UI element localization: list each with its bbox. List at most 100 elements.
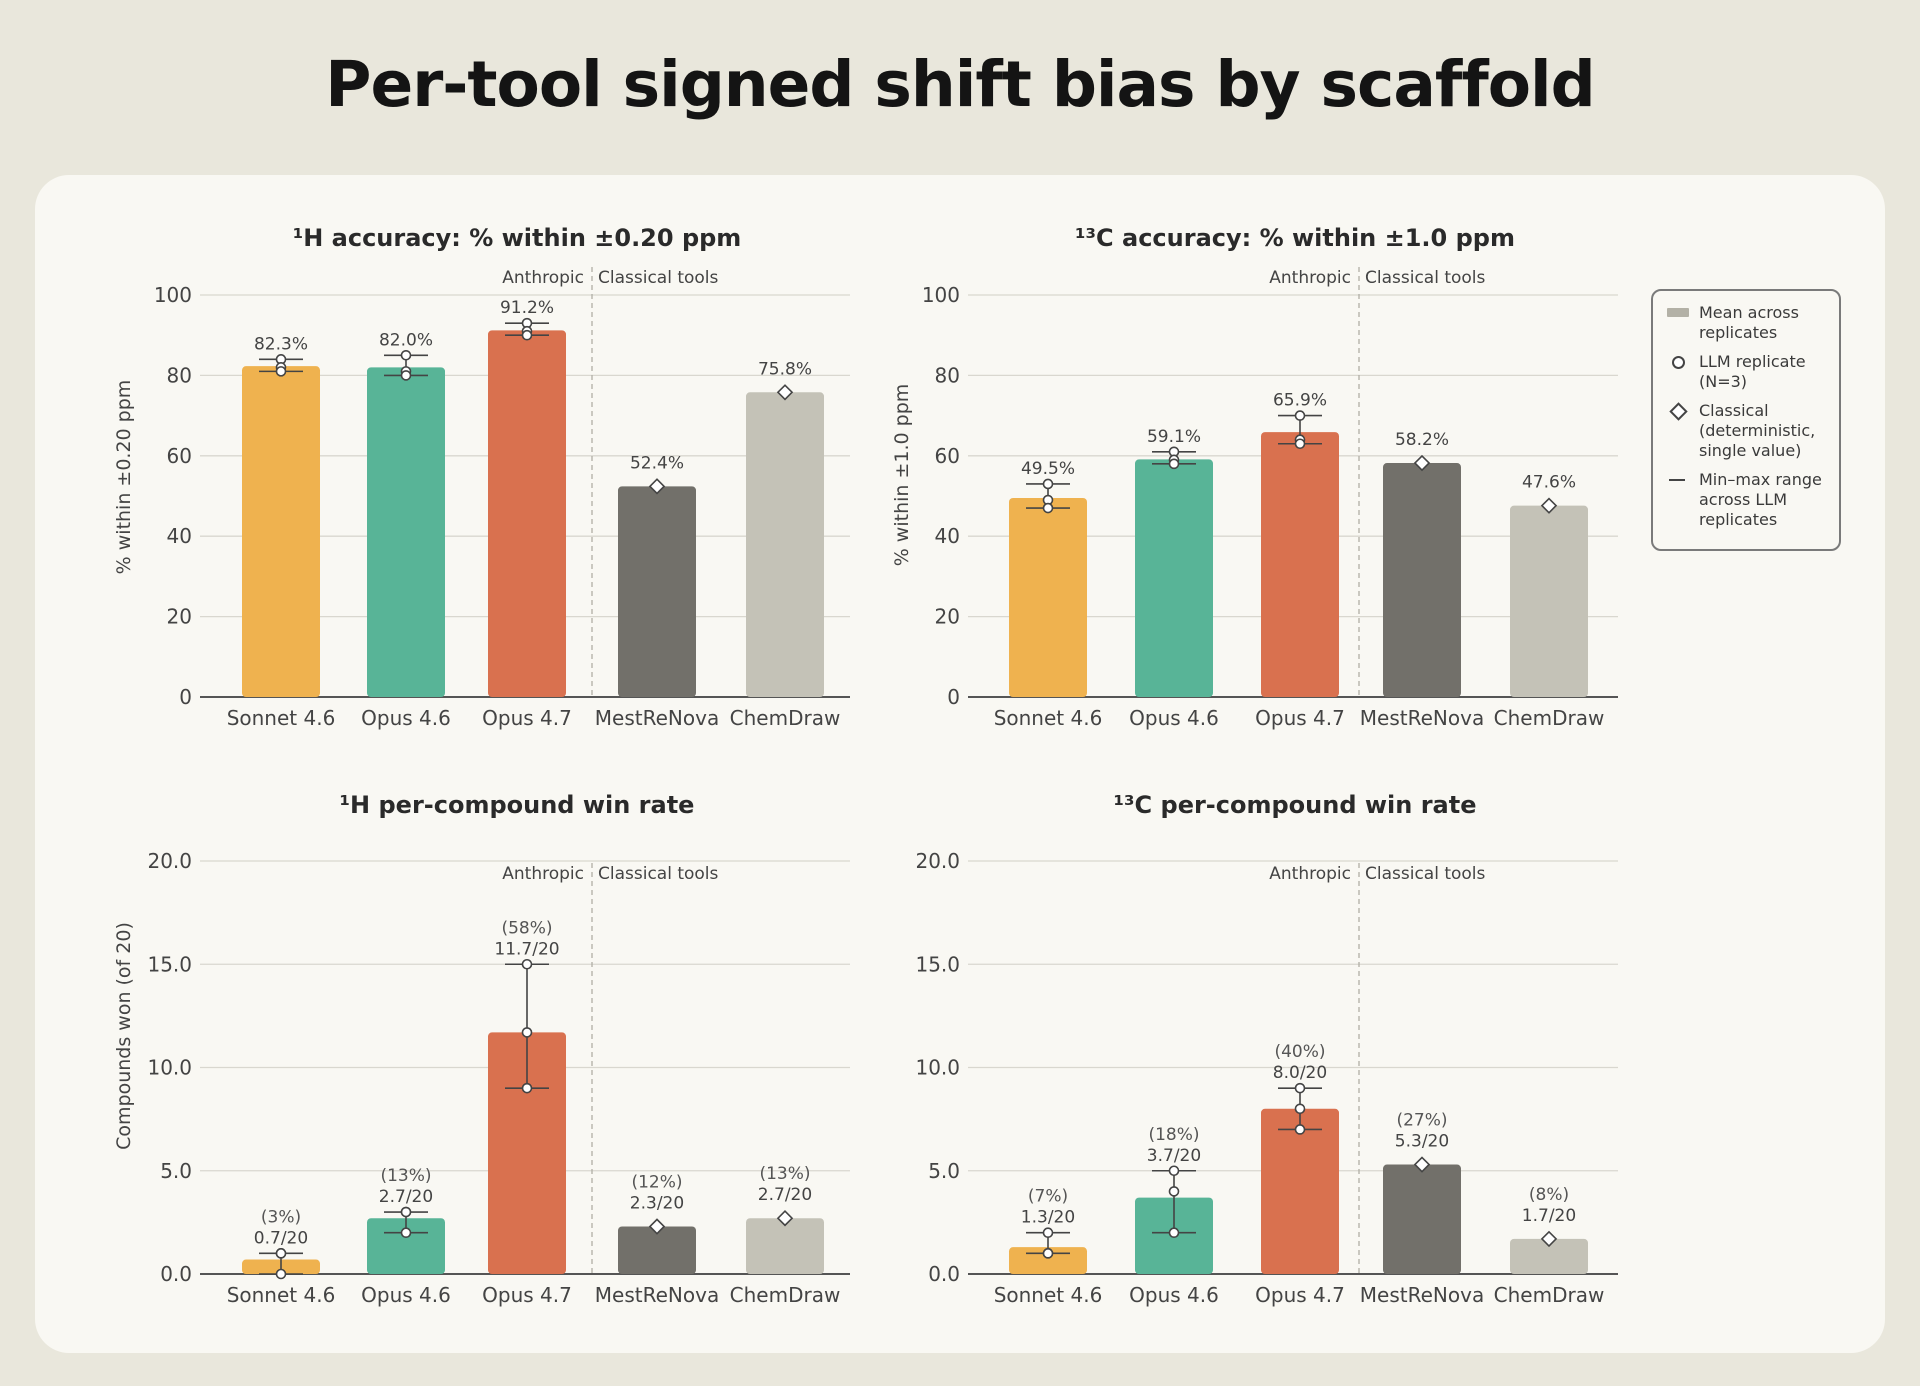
- data-label: 91.2%: [500, 298, 554, 318]
- chart-panel: [35, 175, 1885, 1353]
- chart-title: ¹³C per-compound win rate: [1114, 791, 1477, 819]
- y-tick-label: 0: [179, 685, 192, 709]
- legend-item-llm: LLM replicate (N=3): [1667, 352, 1829, 392]
- x-tick-label: Opus 4.7: [1255, 706, 1345, 730]
- x-tick-label: Opus 4.6: [1129, 706, 1219, 730]
- data-label: 3.7/20: [1147, 1146, 1201, 1166]
- classical-marker: [1413, 1156, 1431, 1173]
- data-label: 59.1%: [1147, 427, 1201, 447]
- bar: [1510, 505, 1588, 697]
- y-tick-label: 60: [935, 444, 960, 468]
- classical-marker: [776, 1210, 794, 1227]
- y-tick-label: 5.0: [928, 1159, 960, 1183]
- y-tick-label: 10.0: [147, 1056, 192, 1080]
- bar: [367, 367, 445, 697]
- data-label-percent: (13%): [380, 1166, 431, 1186]
- replicate-point: [1042, 478, 1054, 490]
- data-label-percent: (8%): [1529, 1185, 1569, 1205]
- bar: [1261, 1108, 1339, 1274]
- y-tick-label: 40: [167, 524, 192, 548]
- data-label-percent: (13%): [759, 1164, 810, 1184]
- data-label: 2.3/20: [630, 1194, 684, 1214]
- bar: [1383, 463, 1461, 697]
- bar: [1009, 498, 1087, 697]
- legend-item-mean: Mean across replicates: [1667, 303, 1829, 343]
- data-label: 47.6%: [1522, 473, 1576, 493]
- y-tick-label: 20.0: [915, 849, 960, 873]
- classical-marker: [1540, 497, 1558, 514]
- chart-title: ¹³C accuracy: % within ±1.0 ppm: [1075, 224, 1515, 252]
- group-label-anthropic: Anthropic: [1269, 268, 1351, 288]
- data-label: 2.7/20: [758, 1185, 812, 1205]
- legend-item-range: Min–max range across LLM replicates: [1667, 470, 1829, 530]
- replicate-point: [1294, 410, 1306, 421]
- bar: [488, 330, 566, 697]
- legend-label-classical: Classical (deterministic, single value): [1699, 401, 1816, 460]
- group-label-classical: Classical tools: [598, 268, 719, 288]
- replicate-point: [400, 349, 412, 361]
- replicate-point: [275, 1248, 287, 1259]
- replicate-point: [521, 958, 533, 970]
- x-tick-label: Sonnet 4.6: [227, 706, 336, 730]
- replicate-point: [400, 1206, 412, 1218]
- mean-swatch-icon: [1667, 303, 1689, 321]
- circle-marker-icon: [1667, 352, 1689, 370]
- replicate-point: [1042, 502, 1054, 514]
- x-tick-label: MestReNova: [1360, 706, 1484, 730]
- replicate-point: [1168, 1165, 1180, 1177]
- y-tick-label: 0.0: [160, 1262, 192, 1286]
- replicate-point: [521, 1082, 533, 1094]
- chart-title: ¹H per-compound win rate: [340, 791, 695, 819]
- replicate-point: [1294, 1103, 1306, 1115]
- y-tick-label: 100: [154, 283, 192, 307]
- data-label-percent: (7%): [1028, 1187, 1068, 1207]
- replicate-point: [521, 329, 533, 341]
- y-tick-label: 15.0: [147, 952, 192, 976]
- x-tick-label: MestReNova: [595, 706, 719, 730]
- x-tick-label: ChemDraw: [730, 1283, 841, 1307]
- data-label: 1.3/20: [1021, 1208, 1075, 1228]
- classical-marker: [648, 1218, 666, 1235]
- x-tick-label: ChemDraw: [1494, 706, 1605, 730]
- replicate-point: [275, 366, 287, 377]
- data-label-percent: (40%): [1274, 1042, 1325, 1062]
- replicate-point: [1168, 1227, 1180, 1238]
- y-tick-label: 0: [947, 685, 960, 709]
- legend: Mean across replicates LLM replicate (N=…: [1651, 289, 1841, 551]
- data-label: 52.4%: [630, 453, 684, 473]
- bar: [1135, 459, 1213, 697]
- bar: [1261, 432, 1339, 697]
- x-tick-label: MestReNova: [1360, 1283, 1484, 1307]
- data-label: 5.3/20: [1395, 1132, 1449, 1152]
- chart-title: ¹H accuracy: % within ±0.20 ppm: [293, 224, 742, 252]
- bar: [618, 486, 696, 697]
- data-label-percent: (58%): [501, 918, 552, 938]
- replicate-point: [1294, 438, 1306, 450]
- diamond-marker-icon: [1667, 401, 1689, 419]
- x-tick-label: ChemDraw: [730, 706, 841, 730]
- x-tick-label: Opus 4.6: [361, 706, 451, 730]
- data-label: 0.7/20: [254, 1228, 308, 1248]
- y-axis-label: % within ±0.20 ppm: [113, 380, 135, 575]
- y-tick-label: 10.0: [915, 1056, 960, 1080]
- y-axis-label: % within ±1.0 ppm: [891, 384, 913, 567]
- data-label-percent: (27%): [1396, 1111, 1447, 1131]
- bar: [242, 366, 320, 697]
- classical-marker: [776, 384, 794, 401]
- legend-item-classical: Classical (deterministic, single value): [1667, 401, 1829, 461]
- data-label: 65.9%: [1273, 391, 1327, 411]
- x-tick-label: Sonnet 4.6: [994, 1283, 1103, 1307]
- replicate-point: [1294, 1124, 1306, 1135]
- replicate-point: [400, 370, 412, 381]
- y-tick-label: 100: [922, 283, 960, 307]
- classical-marker: [1413, 454, 1431, 472]
- bar: [746, 1218, 824, 1274]
- data-label: 2.7/20: [379, 1187, 433, 1207]
- y-tick-label: 80: [167, 363, 192, 387]
- y-tick-label: 15.0: [915, 952, 960, 976]
- replicate-point: [1042, 1248, 1054, 1259]
- bar: [488, 1032, 566, 1274]
- legend-label-range: Min–max range across LLM replicates: [1699, 470, 1822, 529]
- replicate-point: [521, 1027, 533, 1038]
- replicate-point: [1294, 1082, 1306, 1094]
